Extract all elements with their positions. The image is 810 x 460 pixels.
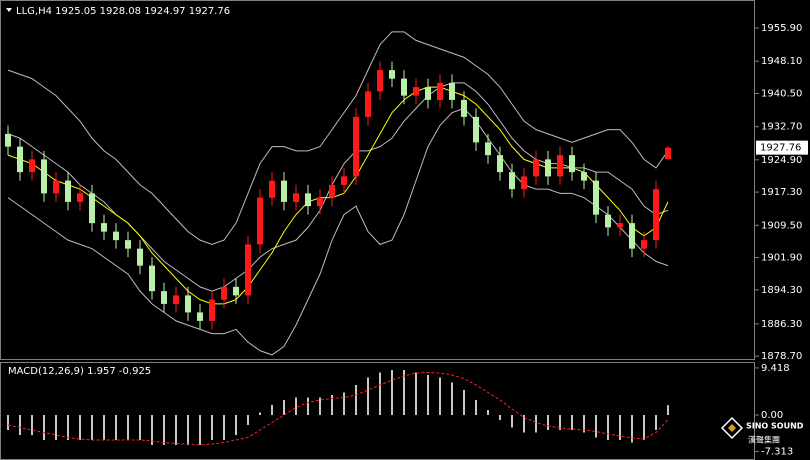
candle-body (497, 155, 503, 173)
y-tick-label: 1886.30 (761, 319, 802, 330)
y-tick-label: 0.00 (761, 410, 783, 421)
candle-body (389, 70, 395, 79)
candle-body (41, 159, 47, 194)
candle-body (509, 172, 515, 190)
candle-body (617, 223, 623, 228)
candle-body (173, 295, 179, 304)
candle-body (425, 87, 431, 100)
candle-body (641, 240, 647, 249)
y-tick-label: 1894.30 (761, 285, 802, 296)
logo-core (728, 424, 736, 432)
candle-body (401, 78, 407, 96)
candle-body (293, 193, 299, 202)
candle-body (281, 180, 287, 202)
candle-body (125, 240, 131, 249)
overlay-line (7, 86, 669, 305)
overlay-line (7, 31, 669, 245)
candle-body (521, 176, 527, 190)
price-flag-label: 1927.76 (760, 143, 801, 154)
brand: SINO SOUND (746, 422, 804, 431)
candle-body (557, 155, 563, 177)
candle-body (137, 248, 143, 266)
chart-title: LLG,H4 1925.05 1928.08 1924.97 1927.76 (16, 6, 230, 17)
candle-body (209, 299, 215, 321)
candle-body (485, 142, 491, 156)
candle-body (593, 180, 599, 215)
candle-body (89, 193, 95, 224)
overlay-line (7, 82, 669, 292)
candle-body (185, 295, 191, 313)
candle-body (101, 223, 107, 232)
macd-panel-frame (0, 362, 755, 460)
y-tick-label: 1917.30 (761, 187, 802, 198)
candle-body (245, 244, 251, 296)
y-tick-label: 1924.90 (761, 155, 802, 166)
candle-body (29, 159, 35, 173)
candle-body (653, 189, 659, 241)
y-tick-label: 1901.90 (761, 253, 802, 264)
candle-body (569, 155, 575, 173)
candle-body (113, 231, 119, 241)
main-panel-frame (0, 0, 755, 360)
candle-body (161, 291, 167, 304)
y-tick-label: -7.313 (761, 447, 793, 458)
candle-body (5, 133, 11, 147)
candle-body (305, 193, 311, 207)
price-flag (756, 140, 808, 155)
menu-triangle (6, 8, 12, 12)
y-tick-label: 9.418 (761, 363, 790, 374)
overlay-line (7, 107, 669, 356)
candle-body (353, 116, 359, 177)
candle-body (545, 159, 551, 177)
candle-body (629, 223, 635, 249)
candle-body (533, 159, 539, 177)
y-tick-label: 1909.50 (761, 220, 802, 231)
candle-body (365, 91, 371, 117)
y-tick-label: 1948.10 (761, 56, 802, 67)
candle-body (581, 172, 587, 181)
watermark: SINO SOUND 漢聲集團 (720, 416, 804, 445)
candle-body (269, 180, 275, 198)
y-tick-label: 1878.70 (761, 351, 802, 362)
candle-body (317, 197, 323, 207)
candle-body (341, 176, 347, 185)
macd-title: MACD(12,26,9) 1.957 -0.925 (8, 366, 151, 377)
candle-body (461, 99, 467, 117)
y-tick-label: 1932.70 (761, 122, 802, 133)
candle-body (149, 265, 155, 292)
candle-body (413, 87, 419, 96)
candle-body (605, 214, 611, 228)
candle-body (437, 82, 443, 100)
candle-body (17, 146, 23, 173)
candle-body (233, 286, 239, 296)
signal-line (7, 371, 669, 446)
candle-body (77, 193, 83, 202)
candle-body (257, 197, 263, 245)
candle-body (473, 116, 479, 143)
candle-body (197, 312, 203, 321)
candle-body (665, 147, 671, 160)
y-tick-label: 1955.90 (761, 23, 802, 34)
candle-body (449, 82, 455, 100)
candle-body (221, 286, 227, 300)
logo-diamond (720, 416, 744, 440)
candle-body (377, 70, 383, 92)
brand-chinese: 漢聲集團 (748, 435, 780, 445)
y-tick-label: 1940.50 (761, 89, 802, 100)
candle-body (65, 180, 71, 202)
candle-body (329, 184, 335, 198)
candle-body (53, 180, 59, 194)
